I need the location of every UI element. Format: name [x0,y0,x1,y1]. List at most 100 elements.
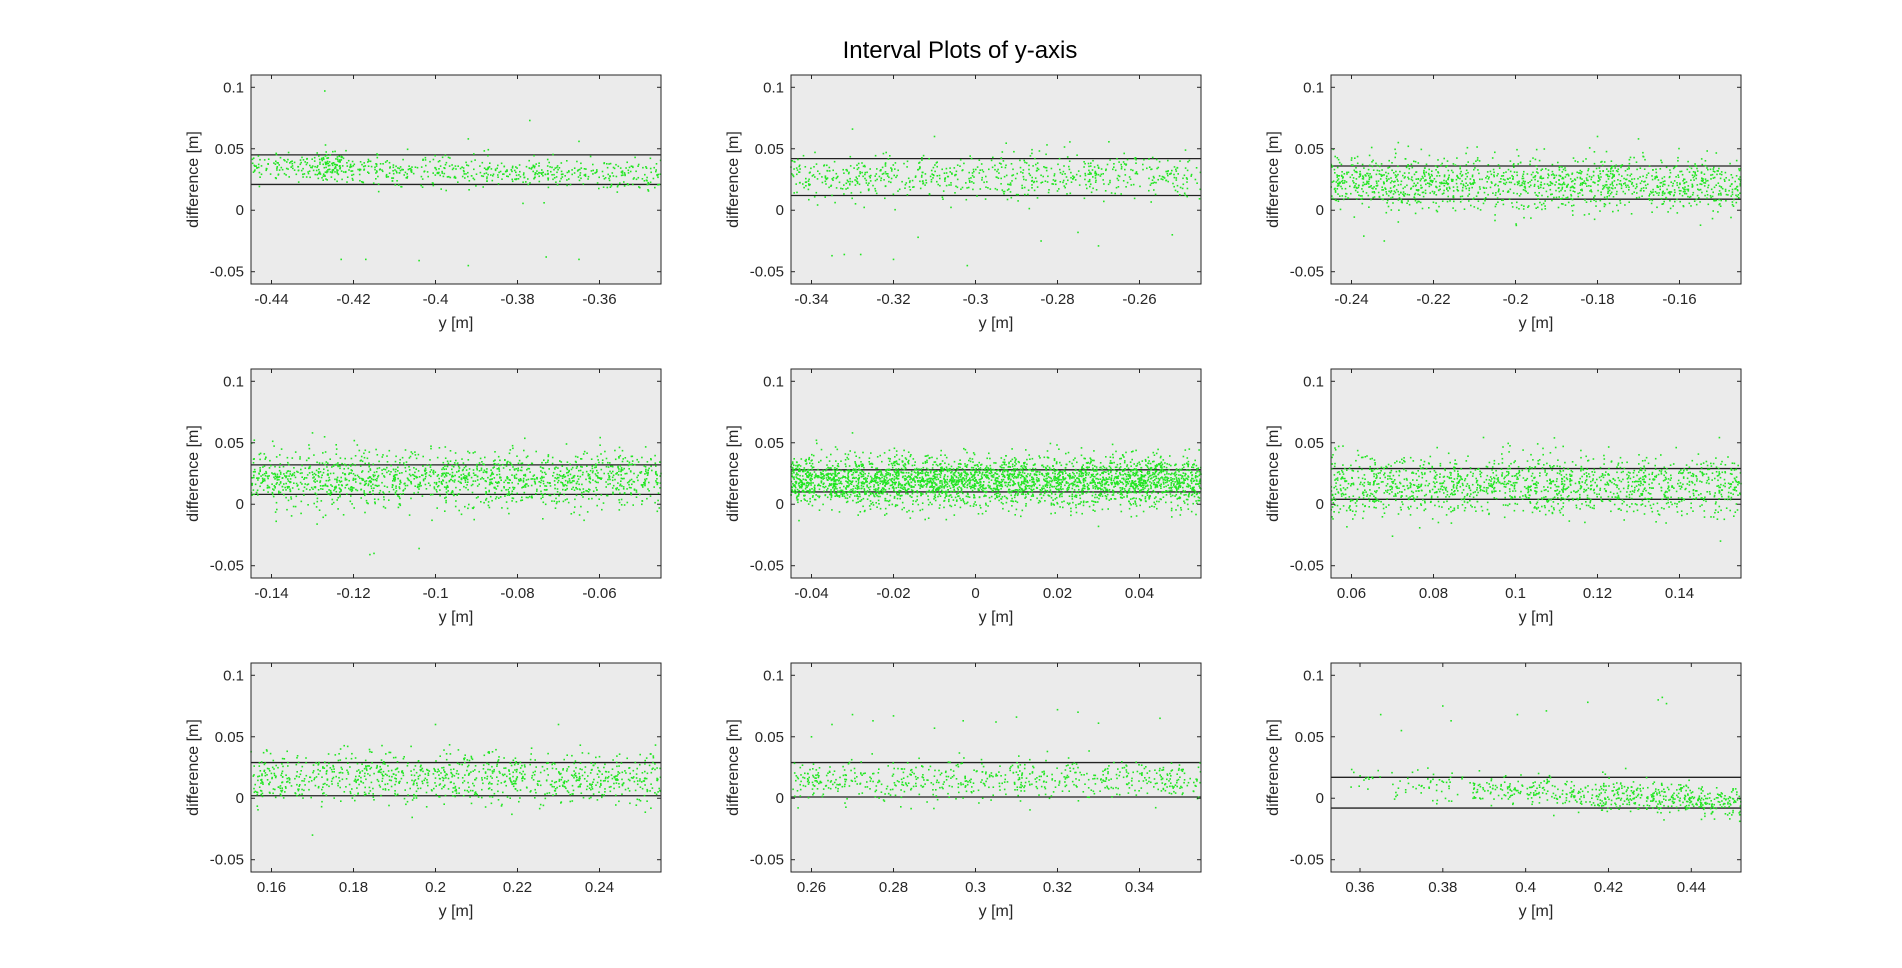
outlier-point [340,258,342,261]
data-point [1550,174,1553,176]
data-point [588,477,590,480]
data-point [1495,192,1497,194]
data-point [1519,161,1522,164]
data-point [468,474,470,477]
data-point [1570,186,1573,188]
data-point [1511,202,1513,204]
data-point [348,473,350,476]
data-point [488,166,491,168]
data-point [626,183,629,185]
data-point [1356,198,1358,200]
data-point [1465,182,1467,184]
data-point [361,471,363,473]
outlier-point [311,432,314,434]
data-point [529,471,531,473]
y-tick-label: 0.05 [755,141,784,158]
data-point [462,462,465,464]
data-point [523,484,526,487]
data-point [430,445,432,447]
data-point [1065,176,1068,178]
data-point [1468,187,1471,189]
data-point [1094,170,1097,173]
data-point [1470,204,1472,207]
data-point [455,459,457,462]
data-point [316,500,319,503]
data-point [1401,200,1403,202]
data-point [1421,186,1423,189]
data-point [538,171,540,174]
data-point [1723,178,1726,181]
data-point [576,465,578,468]
data-point [1493,171,1495,174]
data-point [1175,179,1178,181]
data-point [1595,205,1597,207]
data-point [471,483,474,486]
data-point [1132,183,1135,186]
data-point [964,472,967,475]
data-point [944,177,947,179]
data-point [967,186,970,189]
data-point [1601,188,1604,190]
data-point [1101,468,1103,470]
data-point [431,493,434,496]
data-point [1417,189,1419,192]
data-point [1147,490,1149,492]
data-point [950,472,952,474]
data-point [447,156,450,159]
data-point [352,479,354,481]
data-point [1607,190,1610,193]
data-point [847,472,849,474]
data-point [826,164,828,167]
data-point [615,175,618,178]
data-point [1661,185,1664,187]
data-point [972,182,975,184]
data-point [1139,185,1141,188]
data-point [1554,184,1556,186]
data-point [1648,165,1651,167]
data-point [332,162,335,164]
data-point [621,449,624,452]
data-point [530,484,533,487]
data-point [325,461,328,463]
data-point [491,499,493,502]
data-point [275,153,278,156]
data-point [498,467,500,469]
data-point [498,470,501,472]
data-point [595,464,598,467]
data-point [1423,171,1425,174]
data-point [1344,187,1347,190]
data-point [554,487,556,490]
data-point [1101,483,1104,486]
data-point [828,166,831,169]
data-point [968,459,970,462]
data-point [392,488,395,491]
data-point [912,186,914,188]
data-point [536,476,538,479]
data-point [338,491,341,493]
data-point [985,175,987,178]
data-point [290,474,293,477]
data-point [796,191,798,194]
data-point [326,160,329,163]
data-point [506,169,508,171]
data-point [1013,470,1015,472]
data-point [262,489,265,491]
data-point [1365,192,1368,194]
data-point [346,165,349,167]
data-point [397,506,400,509]
data-point [1673,180,1676,182]
data-point [344,479,347,481]
data-point [1695,198,1698,201]
data-point [1493,174,1495,176]
data-point [825,178,828,181]
data-point [1700,183,1703,186]
data-point [568,178,570,180]
data-point [1352,182,1355,184]
data-point [392,170,394,172]
data-point [1438,205,1440,208]
data-point [1710,196,1712,199]
data-point [1135,172,1138,174]
data-point [1031,148,1033,151]
data-point [352,473,355,475]
data-point [1346,171,1348,174]
